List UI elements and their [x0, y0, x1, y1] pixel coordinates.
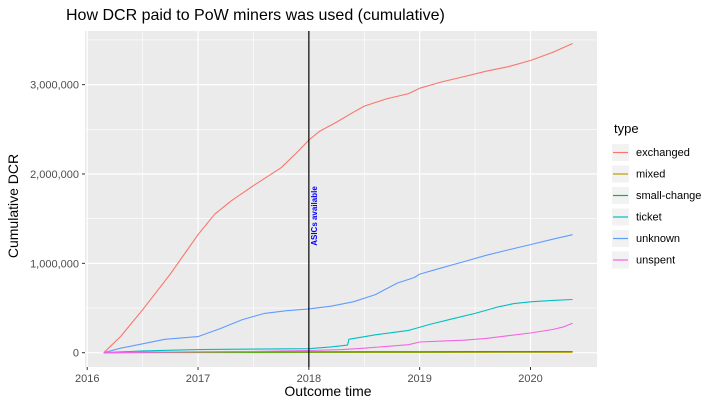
series-lines: [103, 42, 573, 354]
annotation: ASICs available: [308, 31, 319, 367]
series-line-unspent: [103, 322, 573, 354]
legend: type exchanged mixed small-change ticket unk…: [612, 121, 701, 269]
series-line-unknown: [103, 234, 573, 354]
x-axis: 2016 2017 2018 2019 2020: [75, 367, 543, 385]
x-tick-label: 2020: [518, 373, 542, 385]
chart-title: How DCR paid to PoW miners was used (cum…: [66, 7, 445, 24]
legend-label-mixed: mixed: [636, 169, 665, 181]
grid-minor: [85, 31, 597, 367]
legend-label-unspent: unspent: [636, 255, 675, 267]
series-line-ticket: [103, 298, 573, 354]
series-line-exchanged: [103, 42, 573, 354]
legend-label-unknown: unknown: [636, 233, 680, 245]
y-tick-label: 0: [73, 348, 79, 360]
x-tick-label: 2018: [297, 373, 321, 385]
plot-panel: [85, 31, 597, 367]
annotation-label: ASICs available: [310, 186, 319, 246]
legend-label-exchanged: exchanged: [636, 147, 690, 159]
x-tick-label: 2016: [75, 373, 99, 385]
legend-title: type: [614, 121, 639, 136]
x-tick-label: 2019: [407, 373, 431, 385]
y-tick-label: 1,000,000: [30, 258, 79, 270]
y-tick-label: 3,000,000: [30, 80, 79, 92]
y-axis: 0 1,000,000 2,000,000 3,000,000: [30, 80, 85, 360]
legend-label-ticket: ticket: [636, 212, 662, 224]
legend-label-small-change: small-change: [636, 190, 701, 202]
x-axis-title: Outcome time: [284, 383, 371, 399]
y-axis-title: Cumulative DCR: [5, 154, 21, 258]
x-tick-label: 2017: [186, 373, 210, 385]
y-tick-label: 2,000,000: [30, 169, 79, 181]
